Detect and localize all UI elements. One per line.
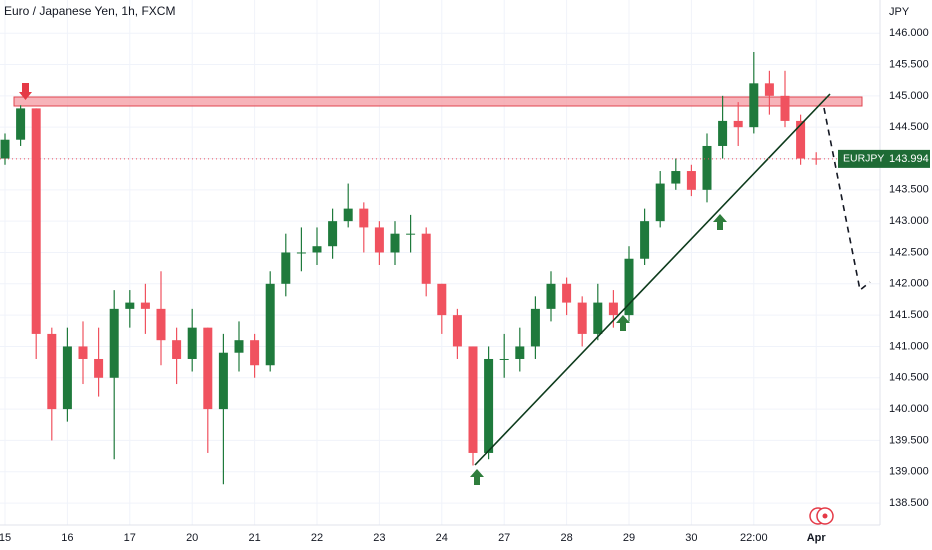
- candle-body: [47, 333, 57, 410]
- candles: [0, 51, 821, 485]
- y-tick-label: 143.500: [889, 184, 929, 196]
- candle-body: [655, 183, 665, 222]
- x-tick-label: 22: [311, 532, 323, 544]
- y-tick-label: 138.500: [889, 497, 929, 509]
- symbol-label: EURJPY: [843, 153, 884, 165]
- y-tick-label: 140.000: [889, 403, 929, 415]
- x-tick-label: 15: [0, 532, 11, 544]
- x-tick-label: 17: [124, 532, 136, 544]
- candle-body: [452, 315, 462, 347]
- up-arrow: [470, 469, 484, 485]
- candle-body: [94, 358, 104, 378]
- y-tick-label: 141.500: [889, 309, 929, 321]
- candle-body: [484, 358, 494, 453]
- resistance-zone: [13, 96, 863, 107]
- candle-body: [733, 120, 743, 128]
- candle-body: [406, 233, 416, 235]
- x-tick-label: 27: [498, 532, 510, 544]
- candle-body: [624, 258, 634, 316]
- candle-body: [218, 352, 228, 410]
- candle-body: [156, 308, 166, 341]
- y-tick-label: 142.000: [889, 278, 929, 290]
- down-arrow: [19, 83, 32, 100]
- candle-body: [749, 83, 759, 128]
- candle-body: [343, 208, 353, 222]
- candle-body: [546, 283, 556, 309]
- last-price-label: 143.994: [889, 153, 929, 165]
- x-tick-label: 30: [685, 532, 697, 544]
- y-tick-label: 145.000: [889, 90, 929, 102]
- y-tick-label: 144.500: [889, 121, 929, 133]
- candle-body: [78, 346, 88, 359]
- y-tick-label: 145.500: [889, 58, 929, 70]
- candle-body: [62, 346, 72, 410]
- up-arrow: [616, 315, 630, 331]
- candle-body: [577, 302, 587, 334]
- candle-body: [312, 246, 322, 253]
- grid: [0, 0, 880, 525]
- trend-line: [474, 93, 831, 466]
- candle-body: [374, 227, 384, 253]
- candle-body: [671, 171, 681, 184]
- candle-body: [530, 308, 540, 347]
- y-tick-label: 140.500: [889, 372, 929, 384]
- currency-label: JPY: [889, 6, 910, 18]
- y-tick-label: 143.000: [889, 215, 929, 227]
- x-tick-label: 20: [186, 532, 198, 544]
- logo: [809, 507, 834, 525]
- candle-body: [0, 139, 10, 159]
- x-tick-label: 28: [560, 532, 572, 544]
- candle-body: [718, 120, 728, 146]
- candle-body: [702, 145, 712, 190]
- candle-body: [515, 346, 525, 359]
- candle-body: [296, 252, 306, 254]
- y-tick-label: 139.500: [889, 434, 929, 446]
- candle-body: [640, 221, 650, 259]
- candle-body: [203, 327, 213, 410]
- candle-body: [328, 221, 338, 247]
- candle-body: [16, 108, 26, 140]
- chart-title: Euro / Japanese Yen, 1h, FXCM: [4, 4, 175, 18]
- candle-body: [172, 340, 182, 359]
- candle-body: [780, 95, 790, 121]
- logo-dot: [822, 513, 828, 519]
- candle-body: [764, 83, 774, 96]
- x-tick-label: 21: [248, 532, 260, 544]
- candle-body: [562, 283, 572, 303]
- y-tick-label: 139.000: [889, 466, 929, 478]
- candle-body: [499, 358, 509, 360]
- candle-body: [234, 340, 244, 353]
- candle-body: [140, 302, 150, 309]
- candle-body: [109, 308, 119, 378]
- candle-body: [437, 283, 447, 316]
- y-tick-label: 146.000: [889, 27, 929, 39]
- x-tick-label: 23: [373, 532, 385, 544]
- x-tick-label: 16: [61, 532, 73, 544]
- y-tick-label: 142.500: [889, 246, 929, 258]
- candle-body: [421, 233, 431, 284]
- price-tag: [884, 149, 930, 168]
- candle-body: [390, 233, 400, 253]
- x-tick-label: 29: [623, 532, 635, 544]
- candle-body: [796, 120, 806, 159]
- x-tick-label: Apr: [807, 532, 827, 544]
- up-arrow: [713, 214, 727, 230]
- candle-body: [125, 302, 135, 309]
- candle-body: [250, 340, 260, 366]
- candle-body: [265, 283, 275, 366]
- candle-body: [686, 171, 696, 190]
- candle-body: [468, 346, 478, 453]
- candle-body: [608, 302, 618, 316]
- candle-body: [31, 108, 41, 334]
- symbol-tag: [838, 149, 884, 168]
- y-tick-label: 141.000: [889, 340, 929, 352]
- candle-body: [281, 252, 291, 284]
- candle-body: [359, 208, 369, 228]
- candle-body: [187, 327, 197, 359]
- x-tick-label: 22:00: [740, 532, 768, 544]
- x-tick-label: 24: [436, 532, 448, 544]
- candle-body: [593, 302, 603, 334]
